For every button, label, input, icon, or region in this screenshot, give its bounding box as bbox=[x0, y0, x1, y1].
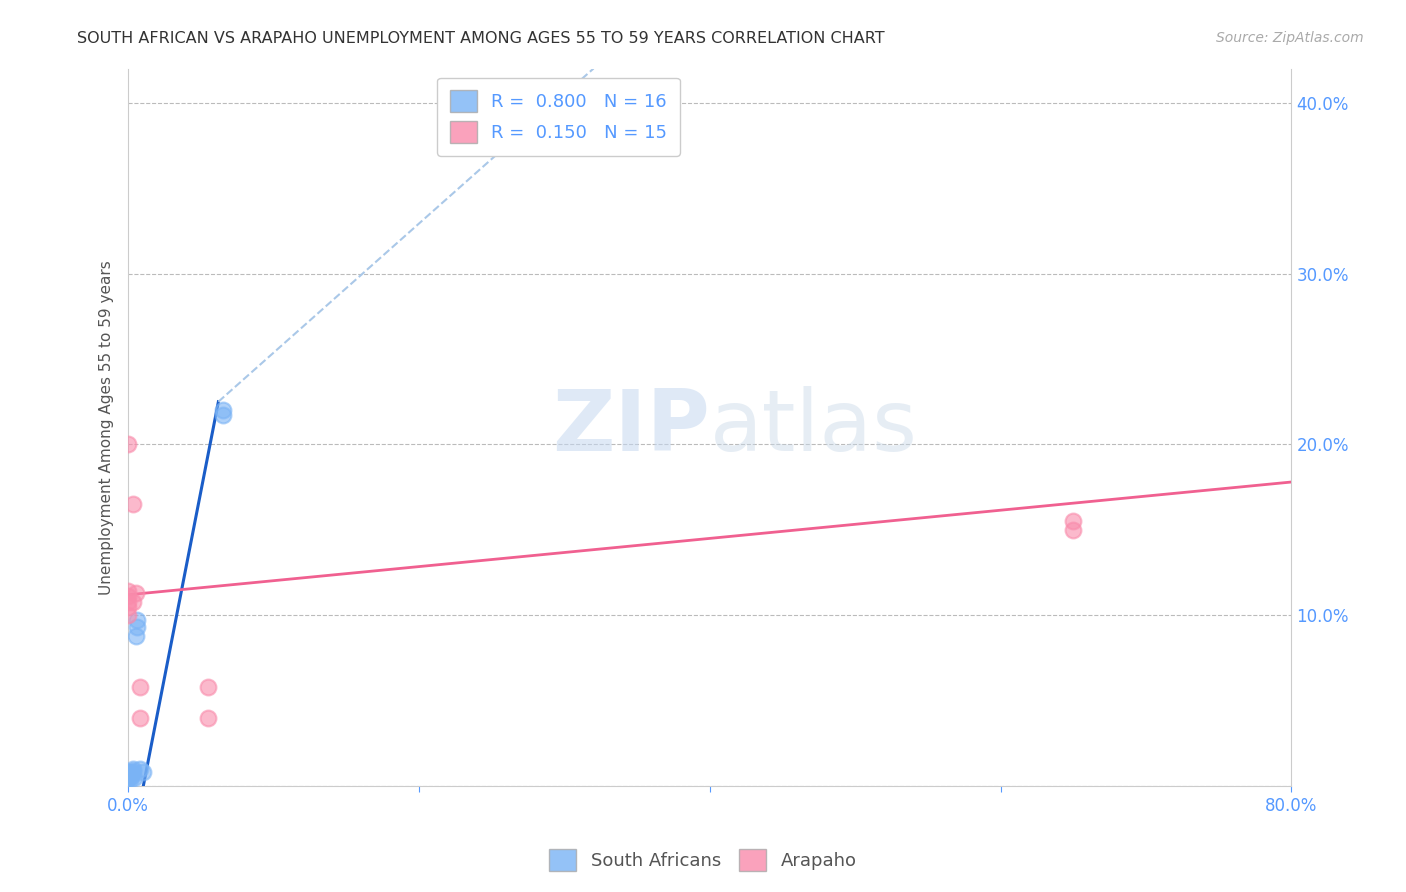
Text: ZIP: ZIP bbox=[553, 386, 710, 469]
Point bbox=[117, 584, 139, 599]
Legend: R =  0.800   N = 16, R =  0.150   N = 15: R = 0.800 N = 16, R = 0.150 N = 15 bbox=[437, 78, 681, 156]
Point bbox=[197, 680, 219, 694]
Point bbox=[122, 771, 145, 785]
Point bbox=[117, 590, 139, 604]
Point bbox=[120, 771, 142, 785]
Point bbox=[117, 771, 139, 785]
Point bbox=[117, 599, 139, 614]
Point bbox=[120, 765, 142, 780]
Point bbox=[125, 620, 148, 634]
Point bbox=[117, 771, 139, 785]
Point bbox=[128, 711, 150, 725]
Point bbox=[121, 762, 143, 776]
Point bbox=[117, 608, 139, 623]
Point bbox=[211, 409, 233, 423]
Point bbox=[128, 762, 150, 776]
Text: Source: ZipAtlas.com: Source: ZipAtlas.com bbox=[1216, 31, 1364, 45]
Point bbox=[124, 586, 146, 600]
Point bbox=[120, 769, 142, 783]
Point bbox=[197, 711, 219, 725]
Point bbox=[117, 594, 139, 608]
Point bbox=[132, 765, 155, 780]
Point bbox=[124, 629, 146, 643]
Point bbox=[117, 437, 139, 451]
Point bbox=[117, 769, 139, 783]
Legend: South Africans, Arapaho: South Africans, Arapaho bbox=[543, 842, 863, 879]
Point bbox=[121, 764, 143, 778]
Point bbox=[121, 594, 143, 608]
Text: atlas: atlas bbox=[710, 386, 918, 469]
Text: SOUTH AFRICAN VS ARAPAHO UNEMPLOYMENT AMONG AGES 55 TO 59 YEARS CORRELATION CHAR: SOUTH AFRICAN VS ARAPAHO UNEMPLOYMENT AM… bbox=[77, 31, 884, 46]
Point bbox=[1062, 523, 1084, 537]
Point bbox=[120, 767, 142, 781]
Point bbox=[1062, 514, 1084, 528]
Y-axis label: Unemployment Among Ages 55 to 59 years: Unemployment Among Ages 55 to 59 years bbox=[100, 260, 114, 595]
Point bbox=[128, 680, 150, 694]
Point bbox=[211, 403, 233, 417]
Point bbox=[121, 497, 143, 511]
Point bbox=[117, 765, 139, 780]
Point bbox=[117, 767, 139, 781]
Point bbox=[125, 614, 148, 628]
